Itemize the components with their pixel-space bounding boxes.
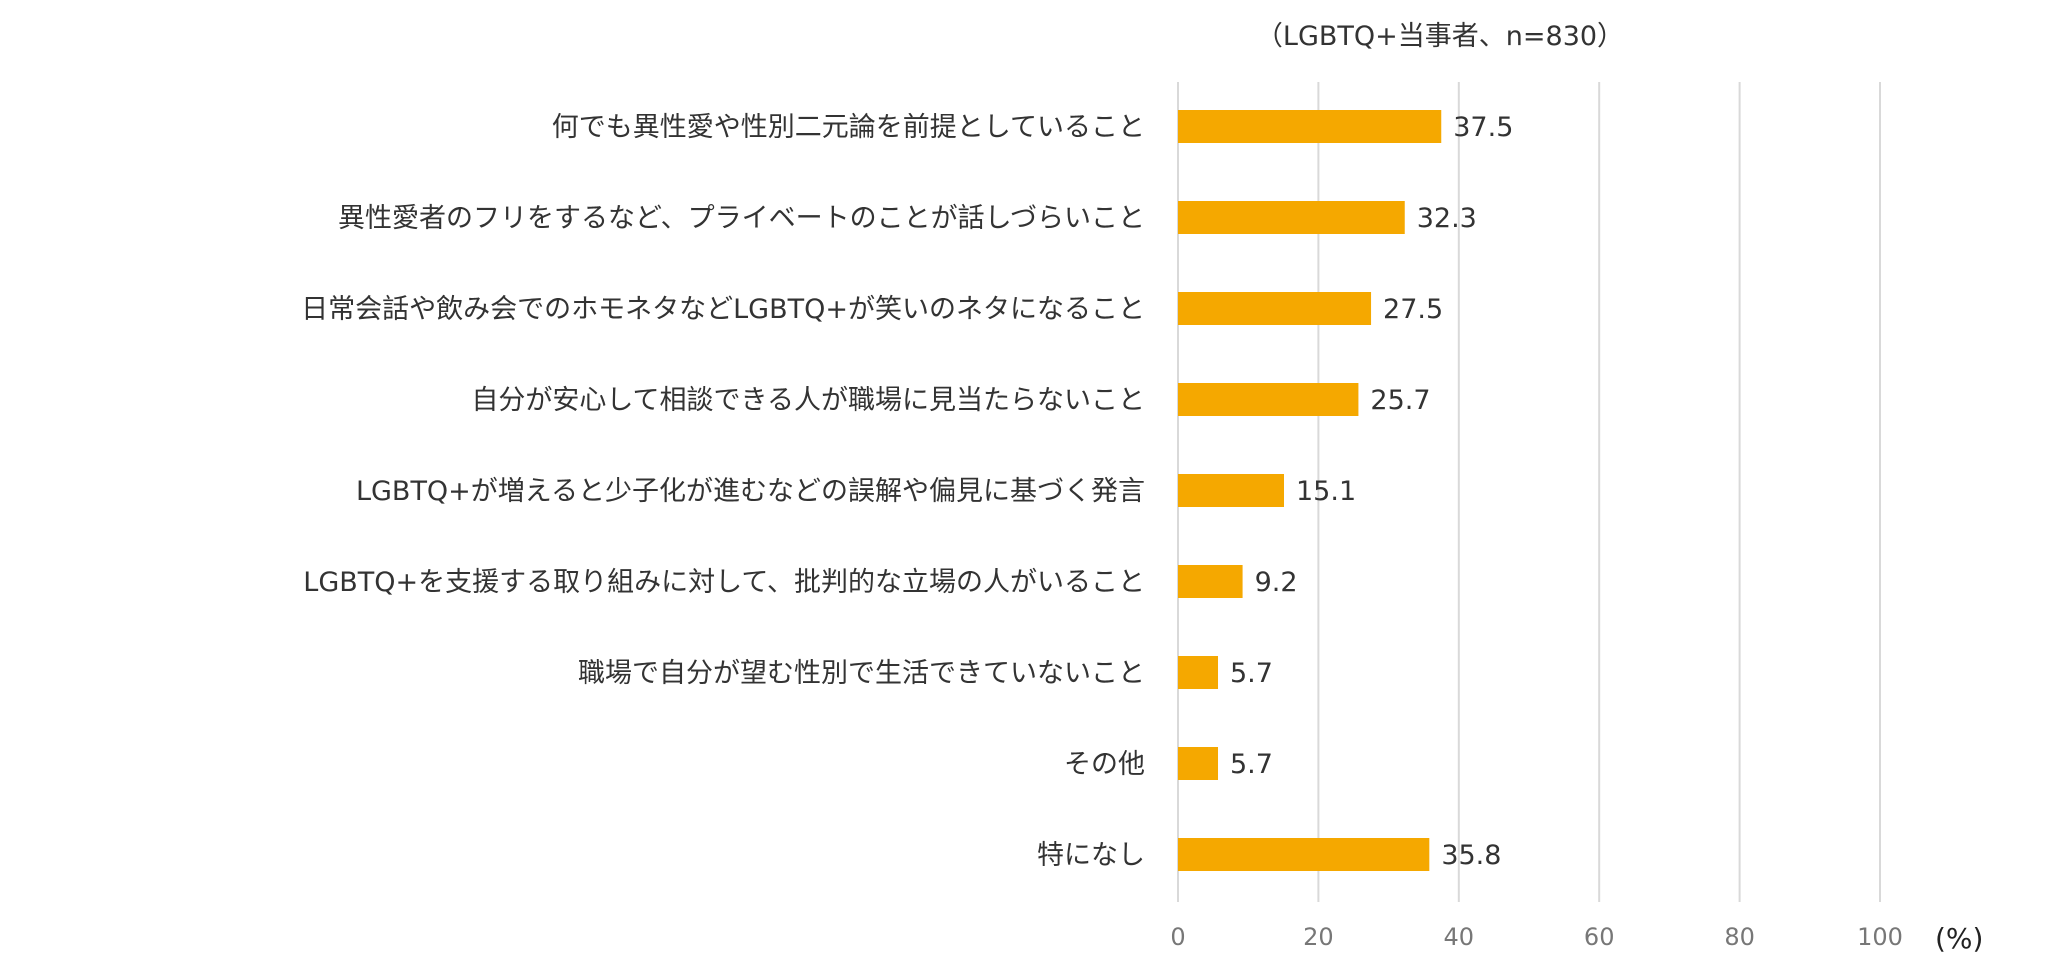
bar — [1178, 565, 1243, 598]
data-label: 5.7 — [1230, 658, 1273, 689]
category-label: 特になし — [1037, 840, 1145, 871]
data-label: 37.5 — [1453, 112, 1513, 143]
x-tick-label: 60 — [1584, 923, 1615, 951]
category-labels: 何でも異性愛や性別二元論を前提としていること異性愛者のフリをするなど、プライベー… — [301, 112, 1145, 871]
bar — [1178, 110, 1442, 143]
bar — [1178, 474, 1285, 507]
data-labels: 37.5 32.3 27.5 25.7 15.1 9.2 5.7 5.7 35.8 — [1230, 112, 1513, 871]
x-tick-labels: 0 20 40 60 80 100 — [1170, 923, 1903, 951]
data-label: 32.3 — [1417, 203, 1477, 234]
bars — [1178, 110, 1442, 871]
x-tick-label: 0 — [1170, 923, 1185, 951]
category-label: その他 — [1064, 749, 1145, 780]
data-label: 15.1 — [1296, 476, 1356, 507]
category-label: 自分が安心して相談できる人が職場に見当たらないこと — [471, 385, 1145, 416]
data-label: 35.8 — [1441, 840, 1501, 871]
unit-label: (%) — [1935, 922, 1983, 955]
x-tick-label: 80 — [1724, 923, 1755, 951]
bar — [1178, 292, 1372, 325]
data-label: 27.5 — [1383, 294, 1443, 325]
bar — [1178, 838, 1430, 871]
x-tick-label: 40 — [1444, 923, 1475, 951]
category-label: LGBTQ+が増えると少子化が進むなどの誤解や偏見に基づく発言 — [356, 476, 1145, 507]
bar — [1178, 201, 1405, 234]
category-label: LGBTQ+を支援する取り組みに対して、批判的な立場の人がいること — [303, 567, 1145, 598]
chart-subtitle: （LGBTQ+当事者、n=830） — [1256, 21, 1624, 52]
category-label: 異性愛者のフリをするなど、プライベートのことが話しづらいこと — [338, 203, 1145, 234]
data-label: 5.7 — [1230, 749, 1273, 780]
x-tick-label: 20 — [1303, 923, 1334, 951]
category-label: 日常会話や飲み会でのホモネタなどLGBTQ+が笑いのネタになること — [301, 294, 1145, 325]
category-label: 職場で自分が望む性別で生活できていないこと — [578, 658, 1145, 689]
data-label: 9.2 — [1255, 567, 1298, 598]
bar — [1178, 747, 1219, 780]
data-label: 25.7 — [1370, 385, 1430, 416]
x-tick-label: 100 — [1857, 923, 1903, 951]
bar — [1178, 383, 1359, 416]
category-label: 何でも異性愛や性別二元論を前提としていること — [552, 112, 1145, 143]
bar — [1178, 656, 1219, 689]
